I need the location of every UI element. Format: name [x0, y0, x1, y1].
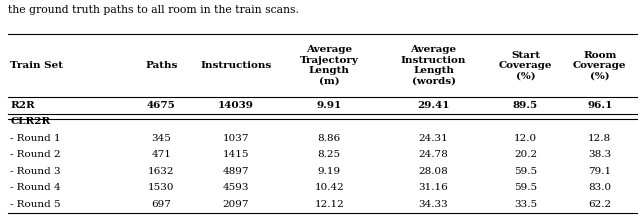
Text: 59.5: 59.5: [514, 167, 537, 176]
Text: 8.86: 8.86: [317, 134, 341, 143]
Text: 697: 697: [152, 200, 172, 209]
Text: 12.12: 12.12: [314, 200, 344, 209]
Text: 1037: 1037: [222, 134, 249, 143]
Text: 9.91: 9.91: [317, 101, 342, 110]
Text: 33.5: 33.5: [514, 200, 537, 209]
Text: 79.1: 79.1: [588, 167, 611, 176]
Text: 28.08: 28.08: [419, 167, 449, 176]
Text: Average
Trajectory
Length
(m): Average Trajectory Length (m): [300, 45, 359, 86]
Text: R2R: R2R: [10, 101, 35, 110]
Text: 4897: 4897: [222, 167, 249, 176]
Text: 29.41: 29.41: [417, 101, 450, 110]
Text: 1632: 1632: [148, 167, 175, 176]
Text: 34.33: 34.33: [419, 200, 449, 209]
Text: Average
Instruction
Length
(words): Average Instruction Length (words): [401, 45, 467, 86]
Text: 83.0: 83.0: [588, 183, 611, 192]
Text: 24.31: 24.31: [419, 134, 449, 143]
Text: 345: 345: [152, 134, 172, 143]
Text: - Round 2: - Round 2: [10, 150, 61, 159]
Text: 1530: 1530: [148, 183, 175, 192]
Text: Paths: Paths: [145, 61, 178, 70]
Text: 38.3: 38.3: [588, 150, 611, 159]
Text: 96.1: 96.1: [587, 101, 612, 110]
Text: 2097: 2097: [222, 200, 249, 209]
Text: the ground truth paths to all room in the train scans.: the ground truth paths to all room in th…: [8, 5, 298, 15]
Text: Start
Coverage
(%): Start Coverage (%): [499, 51, 552, 80]
Text: 20.2: 20.2: [514, 150, 537, 159]
Text: Train Set: Train Set: [10, 61, 63, 70]
Text: 59.5: 59.5: [514, 183, 537, 192]
Text: 12.0: 12.0: [514, 134, 537, 143]
Text: - Round 3: - Round 3: [10, 167, 61, 176]
Text: 4675: 4675: [147, 101, 176, 110]
Text: 8.25: 8.25: [317, 150, 341, 159]
Text: 89.5: 89.5: [513, 101, 538, 110]
Text: 24.78: 24.78: [419, 150, 449, 159]
Text: 31.16: 31.16: [419, 183, 449, 192]
Text: Room
Coverage
(%): Room Coverage (%): [573, 51, 627, 80]
Text: - Round 5: - Round 5: [10, 200, 61, 209]
Text: 4593: 4593: [222, 183, 249, 192]
Text: 12.8: 12.8: [588, 134, 611, 143]
Text: - Round 4: - Round 4: [10, 183, 61, 192]
Text: - Round 1: - Round 1: [10, 134, 61, 143]
Text: 471: 471: [152, 150, 172, 159]
Text: CLR2R: CLR2R: [10, 118, 51, 126]
Text: 1415: 1415: [222, 150, 249, 159]
Text: 62.2: 62.2: [588, 200, 611, 209]
Text: 9.19: 9.19: [317, 167, 341, 176]
Text: 14039: 14039: [218, 101, 253, 110]
Text: 10.42: 10.42: [314, 183, 344, 192]
Text: Instructions: Instructions: [200, 61, 271, 70]
